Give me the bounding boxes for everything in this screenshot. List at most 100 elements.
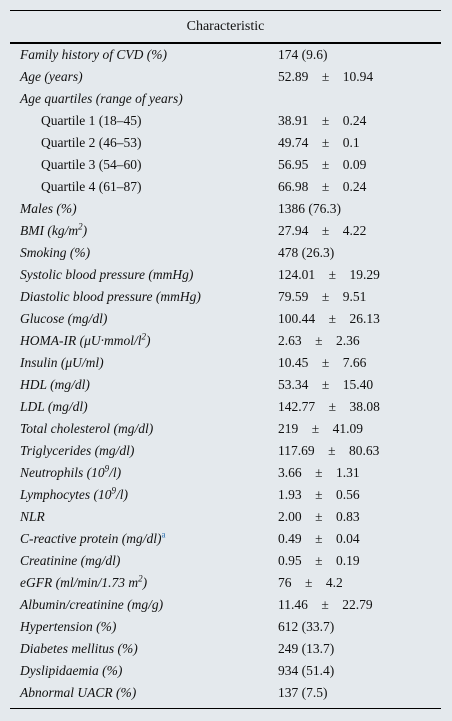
row-value: 478 (26.3) xyxy=(278,245,335,260)
table-row: eGFR (ml/min/1.73 m2) 76 ± 4.2 xyxy=(10,572,441,594)
row-label: Family history of CVD (%) xyxy=(20,44,167,66)
table-row: Dyslipidaemia (%) 934 (51.4) xyxy=(10,660,441,682)
row-label-suffix: /l) xyxy=(115,487,128,502)
row-value: 219 ± 41.09 xyxy=(278,421,364,436)
row-value: 2.63 ± 2.36 xyxy=(278,333,360,348)
table-top-rule xyxy=(10,10,441,11)
row-value: 79.59 ± 9.51 xyxy=(278,289,367,304)
row-label-text: Quartile 3 (54–60) xyxy=(41,157,142,172)
row-label: Quartile 1 (18–45) xyxy=(41,110,141,132)
row-label-superscript: 9 xyxy=(104,463,110,474)
table-row: Glucose (mg/dl) 100.44 ± 26.13 xyxy=(10,308,441,330)
row-label: C-reactive protein (mg/dl)a xyxy=(20,528,165,550)
row-label-text: Abnormal UACR (%) xyxy=(20,685,137,700)
row-label: HDL (mg/dl) xyxy=(20,374,90,396)
table-row: Triglycerides (mg/dl) 117.69 ± 80.63 xyxy=(10,440,441,462)
row-label-text: Neutrophils (10 xyxy=(20,465,105,480)
table-row: Quartile 2 (46–53) 49.74 ± 0.1 xyxy=(10,132,441,154)
table-row: Quartile 1 (18–45) 38.91 ± 0.24 xyxy=(10,110,441,132)
row-value: 52.89 ± 10.94 xyxy=(278,69,374,84)
row-label-text: Age quartiles (range of years) xyxy=(20,91,183,106)
row-label: Creatinine (mg/dl) xyxy=(20,550,120,572)
row-label: Albumin/creatinine (mg/g) xyxy=(20,594,163,616)
table-header-rule xyxy=(10,42,441,44)
row-label-text: Quartile 4 (61–87) xyxy=(41,179,142,194)
row-value: 56.95 ± 0.09 xyxy=(278,157,367,172)
row-label-text: Males (%) xyxy=(20,201,77,216)
row-label: Smoking (%) xyxy=(20,242,90,264)
row-label: BMI (kg/m2) xyxy=(20,220,87,242)
table-header: Characteristic xyxy=(186,19,265,34)
row-label: Dyslipidaemia (%) xyxy=(20,660,122,682)
row-label-superscript: 2 xyxy=(138,573,143,584)
row-value: 11.46 ± 22.79 xyxy=(278,597,373,612)
row-value: 10.45 ± 7.66 xyxy=(278,355,367,370)
table-body: Family history of CVD (%) 174 (9.6) Age (y… xyxy=(10,44,441,704)
table-row: Males (%) 1386 (76.3) xyxy=(10,198,441,220)
row-label-superscript: 9 xyxy=(111,485,116,496)
table-row: Smoking (%) 478 (26.3) xyxy=(10,242,441,264)
row-value: 49.74 ± 0.1 xyxy=(278,135,360,150)
row-label-text: Creatinine (mg/dl) xyxy=(20,553,121,568)
table-bottom-rule xyxy=(10,708,441,709)
row-value: 100.44 ± 26.13 xyxy=(278,311,380,326)
row-value: 124.01 ± 19.29 xyxy=(278,267,380,282)
row-label: Insulin (μU/ml) xyxy=(20,352,104,374)
row-label-text: Family history of CVD (%) xyxy=(20,47,167,62)
table-row: Systolic blood pressure (mmHg) 124.01 ± 1… xyxy=(10,264,441,286)
row-label: Systolic blood pressure (mmHg) xyxy=(20,264,193,286)
row-value: 3.66 ± 1.31 xyxy=(278,465,360,480)
row-label: Abnormal UACR (%) xyxy=(20,682,136,704)
row-label: Total cholesterol (mg/dl) xyxy=(20,418,153,440)
table-row: Neutrophils (109/l) 3.66 ± 1.31 xyxy=(10,462,441,484)
table-row: Quartile 3 (54–60) 56.95 ± 0.09 xyxy=(10,154,441,176)
row-label-text: Quartile 1 (18–45) xyxy=(41,113,142,128)
row-label-suffix: ) xyxy=(82,223,88,238)
row-label-text: HDL (mg/dl) xyxy=(20,377,90,392)
table-row: Family history of CVD (%) 174 (9.6) xyxy=(10,44,441,66)
table-row: Abnormal UACR (%) 137 (7.5) xyxy=(10,682,441,704)
table-row: Diastolic blood pressure (mmHg) 79.59 ± 9… xyxy=(10,286,441,308)
table-row: HOMA-IR (μU·mmol/l2) 2.63 ± 2.36 xyxy=(10,330,441,352)
row-label: Quartile 3 (54–60) xyxy=(41,154,141,176)
table-row: NLR 2.00 ± 0.83 xyxy=(10,506,441,528)
row-label: Glucose (mg/dl) xyxy=(20,308,107,330)
table-row: Creatinine (mg/dl) 0.95 ± 0.19 xyxy=(10,550,441,572)
row-label: Neutrophils (109/l) xyxy=(20,462,121,484)
table-row: Quartile 4 (61–87) 66.98 ± 0.24 xyxy=(10,176,441,198)
footnote-marker[interactable]: a xyxy=(161,529,166,540)
table-row: Lymphocytes (109/l) 1.93 ± 0.56 xyxy=(10,484,441,506)
row-value: 174 (9.6) xyxy=(278,47,328,62)
row-value: 142.77 ± 38.08 xyxy=(278,399,380,414)
row-value: 2.00 ± 0.83 xyxy=(278,509,360,524)
row-value: 1.93 ± 0.56 xyxy=(278,487,360,502)
row-label-text: eGFR (ml/min/1.73 m xyxy=(20,575,139,590)
row-label-text: Smoking (%) xyxy=(20,245,91,260)
table-row: Diabetes mellitus (%) 249 (13.7) xyxy=(10,638,441,660)
row-label-text: Systolic blood pressure (mmHg) xyxy=(20,267,194,282)
row-label-text: HOMA-IR (μU·mmol/l xyxy=(20,333,142,348)
row-label-suffix: /l) xyxy=(109,465,122,480)
row-label: Triglycerides (mg/dl) xyxy=(20,440,134,462)
row-label: Age quartiles (range of years) xyxy=(20,88,183,110)
row-label-text: Quartile 2 (46–53) xyxy=(41,135,142,150)
row-value: 137 (7.5) xyxy=(278,685,328,700)
row-label-text: NLR xyxy=(20,509,45,524)
row-label-suffix: ) xyxy=(142,575,148,590)
row-label-text: LDL (mg/dl) xyxy=(20,399,88,414)
row-label: Hypertension (%) xyxy=(20,616,116,638)
table-row: Total cholesterol (mg/dl) 219 ± 41.09 xyxy=(10,418,441,440)
row-label: Age (years) xyxy=(20,66,83,88)
row-label: NLR xyxy=(20,506,45,528)
row-label-suffix: ) xyxy=(146,333,151,348)
row-value: 612 (33.7) xyxy=(278,619,335,634)
table-row: Insulin (μU/ml) 10.45 ± 7.66 xyxy=(10,352,441,374)
row-value: 53.34 ± 15.40 xyxy=(278,377,374,392)
row-value: 0.49 ± 0.04 xyxy=(278,531,360,546)
row-value: 117.69 ± 80.63 xyxy=(278,443,380,458)
row-label-text: Insulin (μU/ml) xyxy=(20,355,104,370)
row-label-text: Hypertension (%) xyxy=(20,619,117,634)
row-value: 1386 (76.3) xyxy=(278,201,341,216)
table-row: Age quartiles (range of years) xyxy=(10,88,441,110)
